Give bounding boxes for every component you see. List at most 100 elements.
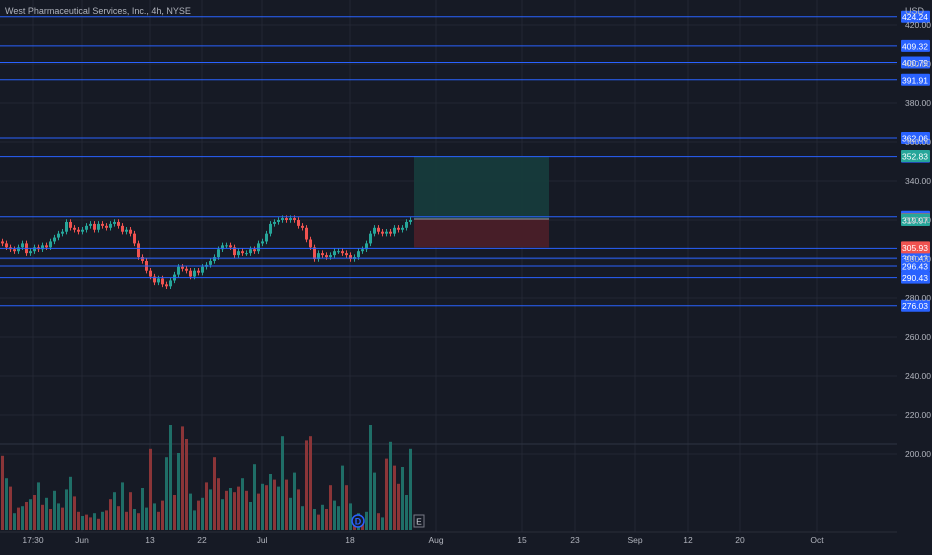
volume-bar <box>229 488 232 530</box>
price-axis[interactable]: 440.00420.00400.00380.00360.00340.00320.… <box>905 0 931 459</box>
candle-body <box>185 268 188 271</box>
currency-label: USD <box>905 6 925 16</box>
candle <box>97 221 100 233</box>
candle-body <box>401 227 404 230</box>
candle-body <box>165 284 168 287</box>
level-line[interactable]: 290.43 <box>0 271 930 284</box>
candle-body <box>277 220 280 222</box>
time-tick-label: 17:30 <box>22 535 44 545</box>
price-tag-label: 319.97 <box>902 216 928 226</box>
volume-bar <box>225 490 228 530</box>
candle <box>381 228 384 237</box>
level-tag <box>901 131 930 144</box>
candle-body <box>281 218 284 220</box>
candle-body <box>153 276 156 283</box>
horizontal-levels[interactable]: 424.24409.32400.79391.91362.06352.47321.… <box>0 10 930 312</box>
candle-body <box>125 229 128 232</box>
price-tick-label: 360.00 <box>905 137 931 147</box>
price-tick-label: 280.00 <box>905 293 931 303</box>
level-tag-label: 276.03 <box>902 301 928 311</box>
volume-bar <box>169 425 172 530</box>
candle-body <box>141 257 144 261</box>
candle <box>185 266 188 274</box>
level-line[interactable]: 400.79 <box>0 56 930 69</box>
price-tag-target: 352.83 <box>901 149 930 162</box>
candle <box>401 225 404 233</box>
volume-bar <box>73 496 76 530</box>
price-tick-label: 340.00 <box>905 176 931 186</box>
candle-body <box>53 237 56 242</box>
candle-body <box>373 227 376 234</box>
volume-bar <box>253 464 256 530</box>
level-tag-label: 362.06 <box>902 133 928 143</box>
volume-bar <box>57 503 60 530</box>
price-tag-label: 305.93 <box>902 243 928 253</box>
candle-body <box>201 266 204 273</box>
candle <box>29 248 32 256</box>
dividend-marker-letter: D <box>355 517 362 527</box>
volume-bar <box>305 440 308 530</box>
volume-bar <box>365 511 368 530</box>
volume-bar <box>237 486 240 530</box>
candle <box>129 227 132 237</box>
time-tick-label: Jun <box>75 535 89 545</box>
price-tag-stop: 305.93 <box>901 241 930 254</box>
level-line[interactable]: 424.24 <box>0 10 930 23</box>
volume-bar <box>401 467 404 530</box>
candle-body <box>345 253 348 256</box>
candle <box>321 250 324 258</box>
candle <box>349 252 352 262</box>
candle <box>141 254 144 264</box>
volume-bar <box>97 518 100 530</box>
time-axis[interactable]: 17:30 Jun 13 22 Jul 18 Aug 15 23 Sep 12 20 Oct <box>0 531 897 545</box>
volume-bar <box>189 493 192 530</box>
candle-body <box>169 280 172 287</box>
volume-bar <box>177 453 180 530</box>
candle-body <box>13 249 16 252</box>
candle <box>245 250 248 256</box>
volume-bar <box>261 483 264 530</box>
candle-body <box>393 227 396 234</box>
price-tag-last: 319.97 <box>901 214 930 227</box>
volume-bar <box>69 476 72 530</box>
candle <box>313 244 316 262</box>
level-line[interactable]: 391.91 <box>0 73 930 86</box>
candle <box>53 234 56 245</box>
volume-bar <box>241 478 244 530</box>
volume-bar <box>17 507 20 530</box>
volume-bar <box>157 511 160 530</box>
volume-bar <box>297 489 300 530</box>
earnings-marker-letter: E <box>416 517 422 527</box>
volume-bar <box>185 439 188 530</box>
volume-bar <box>213 457 216 530</box>
level-line[interactable]: 276.03 <box>0 299 930 312</box>
time-tick-label: 15 <box>517 535 527 545</box>
candle <box>373 225 376 237</box>
candle-body <box>77 229 80 232</box>
candle-body <box>137 243 140 258</box>
candle-body <box>181 266 184 269</box>
price-tag-box <box>901 241 930 254</box>
volume-bar <box>405 495 408 530</box>
candle-body <box>309 239 312 248</box>
candle <box>137 240 140 260</box>
level-line[interactable]: 296.43 <box>0 259 930 272</box>
candle-body <box>389 231 392 234</box>
candle <box>85 223 88 233</box>
candle <box>261 238 264 247</box>
level-line[interactable]: 409.32 <box>0 39 930 52</box>
candle-body <box>229 245 232 248</box>
volume-bar <box>85 514 88 530</box>
volume-bar <box>337 506 340 530</box>
level-line[interactable]: 362.06 <box>0 131 930 144</box>
candle-body <box>57 233 60 238</box>
candle-body <box>337 251 340 253</box>
volume-bar <box>5 478 8 530</box>
candle-body <box>269 223 272 234</box>
volume-bar <box>329 485 332 530</box>
level-tag <box>901 299 930 312</box>
